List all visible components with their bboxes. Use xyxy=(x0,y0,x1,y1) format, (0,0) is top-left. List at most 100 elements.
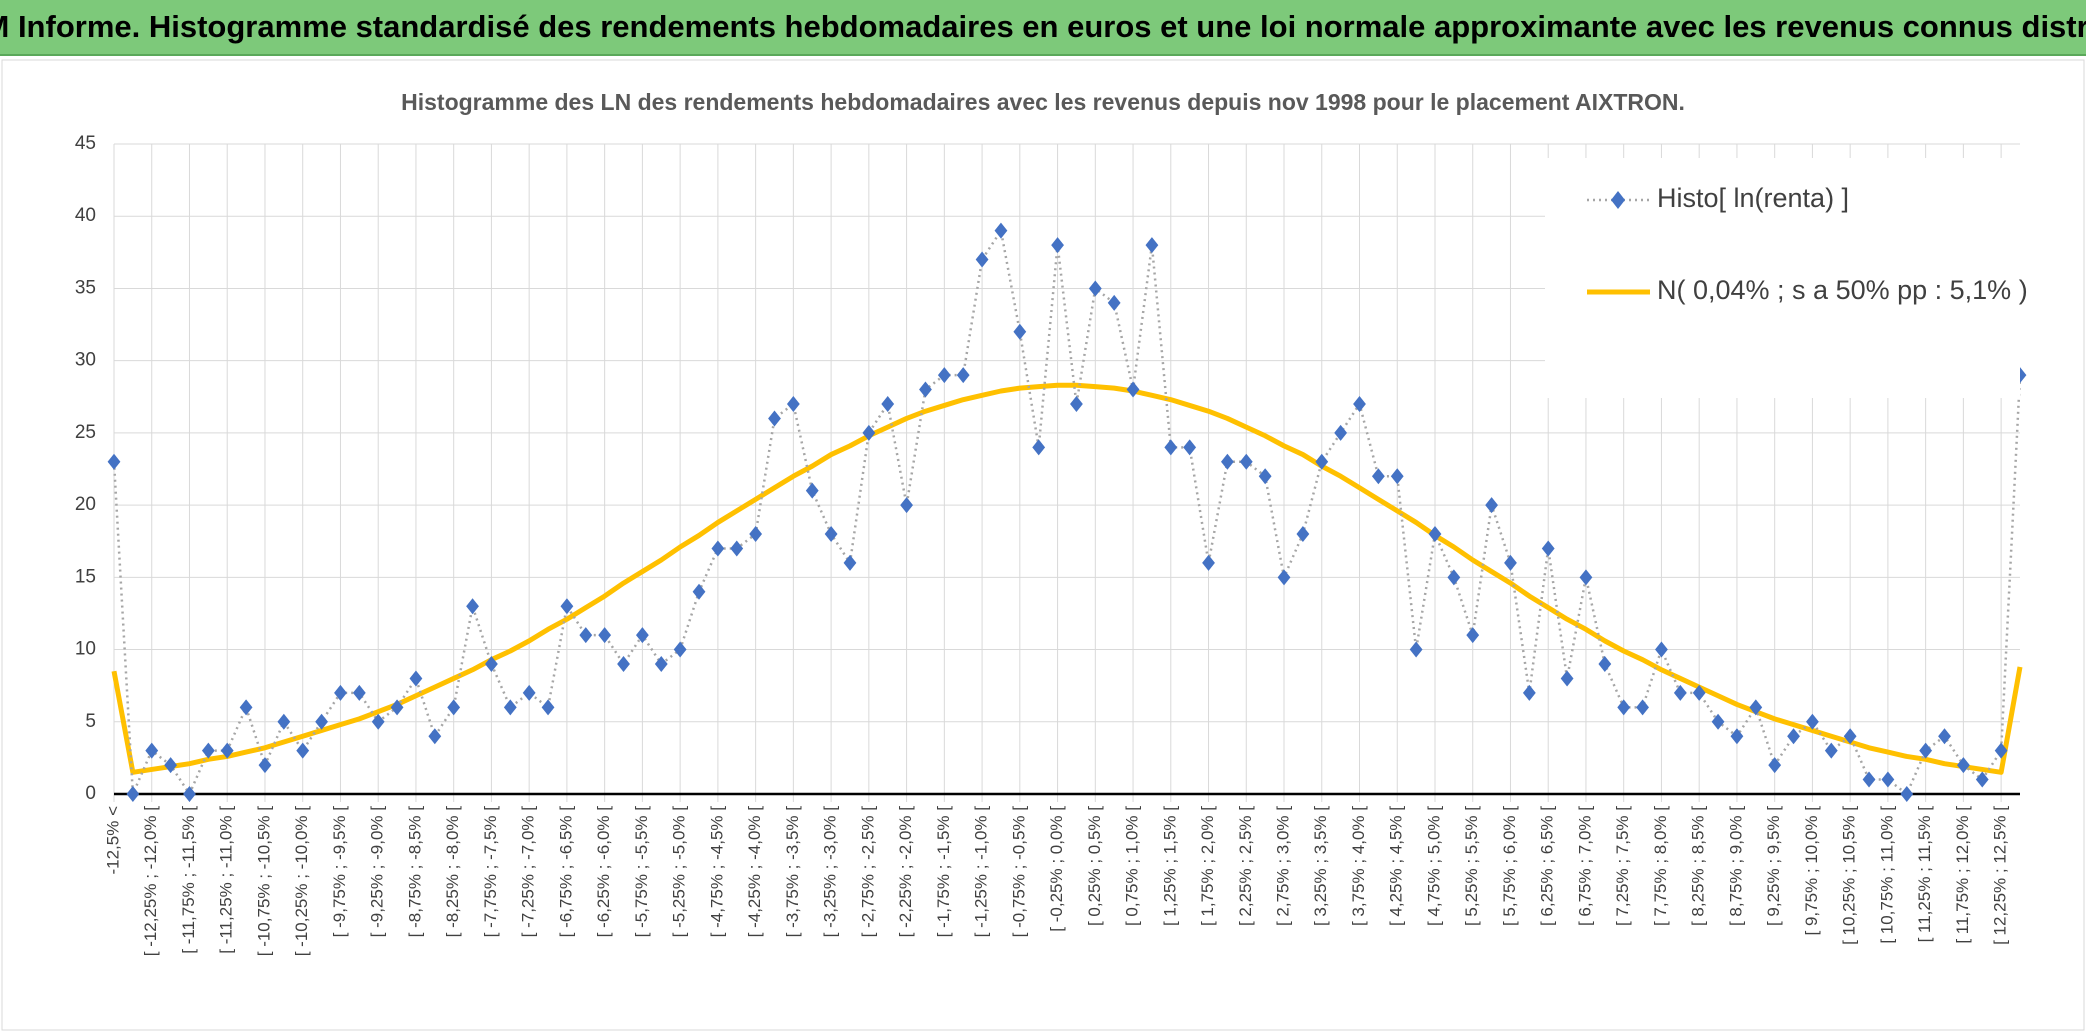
data-point xyxy=(220,742,234,759)
data-point xyxy=(617,656,630,672)
data-point xyxy=(296,742,310,759)
data-point xyxy=(1522,684,1536,701)
data-point xyxy=(334,684,347,701)
data-point xyxy=(673,641,687,658)
x-tick-label: [ -4,25% ; -4,0% [ xyxy=(745,806,764,938)
data-point xyxy=(805,482,819,499)
x-tick-label: [ -6,25% ; -6,0% [ xyxy=(594,806,613,938)
x-tick-label: [ 3,25% ; 3,5% [ xyxy=(1311,806,1330,926)
x-tick-label: [ -7,25% ; -7,0% [ xyxy=(519,806,538,938)
data-point xyxy=(1485,497,1499,514)
x-tick-label: [ -10,75% ; -10,5% [ xyxy=(254,806,273,957)
x-tick-label: [ 8,25% ; 8,5% [ xyxy=(1689,806,1708,926)
data-point xyxy=(1598,656,1612,672)
x-tick-label: [ 7,75% ; 8,0% [ xyxy=(1651,806,1670,926)
legend-box xyxy=(1545,158,2020,398)
x-tick-label: [ -8,75% ; -8,5% [ xyxy=(405,806,424,938)
data-point xyxy=(409,670,423,687)
x-tick-label: [ 1,25% ; 1,5% [ xyxy=(1160,806,1179,926)
data-point xyxy=(994,222,1008,239)
data-point xyxy=(1145,237,1159,254)
data-point xyxy=(1711,713,1725,730)
chart: Histogramme des LN des rendements hebdom… xyxy=(1,59,2085,1031)
data-point xyxy=(1843,728,1857,745)
data-point xyxy=(975,251,989,268)
data-point xyxy=(1296,526,1310,542)
data-point xyxy=(1258,468,1272,485)
data-point xyxy=(1183,439,1197,456)
x-tick-label: [ 5,75% ; 6,0% [ xyxy=(1500,806,1519,926)
data-point xyxy=(937,367,951,384)
x-tick-label: [ -7,75% ; -7,5% [ xyxy=(481,806,500,938)
data-point xyxy=(1334,424,1348,441)
data-point xyxy=(1579,569,1593,586)
chart-title: Histogramme des LN des rendements hebdom… xyxy=(401,89,1685,115)
data-point xyxy=(749,526,763,542)
data-point xyxy=(447,699,461,716)
x-tick-label: [ 2,25% ; 2,5% [ xyxy=(1236,806,1255,926)
data-point xyxy=(1730,728,1744,745)
x-tick-label: [ -4,75% ; -4,5% [ xyxy=(707,806,726,938)
data-point xyxy=(1749,699,1763,716)
x-tick-label: [ 11,75% ; 12,0% [ xyxy=(1953,806,1972,944)
x-tick-label: [ 12,25% ; 12,5% [ xyxy=(1991,806,2010,945)
data-point xyxy=(277,713,291,730)
data-point xyxy=(560,598,574,615)
y-tick-label: 10 xyxy=(75,639,96,660)
x-tick-label: [ -3,75% ; -3,5% [ xyxy=(783,806,802,938)
data-point xyxy=(239,699,253,716)
data-point xyxy=(1013,323,1027,340)
x-tick-label: [ 11,25% ; 11,5% [ xyxy=(1915,806,1934,943)
data-point xyxy=(824,526,838,542)
data-point xyxy=(1466,627,1480,644)
data-point xyxy=(598,627,612,644)
data-point xyxy=(1409,641,1423,658)
x-tick-label: [ 10,25% ; 10,5% [ xyxy=(1840,806,1859,945)
data-point xyxy=(258,757,272,774)
data-point xyxy=(145,742,159,759)
data-point xyxy=(522,684,536,701)
x-tick-label: [ 9,25% ; 9,5% [ xyxy=(1764,806,1783,926)
data-point xyxy=(1315,453,1329,470)
data-point xyxy=(126,786,140,802)
x-tick-label: [ 4,25% ; 4,5% [ xyxy=(1387,806,1406,926)
series-line xyxy=(111,382,2023,775)
x-tick-label: [ -1,75% ; -1,5% [ xyxy=(934,806,953,938)
x-tick-label: [ -0,75% ; -0,5% [ xyxy=(1009,806,1028,938)
x-tick-label: -12,5% < xyxy=(103,806,122,875)
x-tick-label: [ -10,25% ; -10,0% [ xyxy=(292,806,311,957)
x-tick-label: [ -9,75% ; -9,5% [ xyxy=(330,806,349,938)
data-point xyxy=(1806,713,1819,730)
series-line xyxy=(112,229,2022,796)
x-tick-label: [ 2,75% ; 3,0% [ xyxy=(1274,806,1293,926)
data-point xyxy=(1768,757,1782,774)
x-tick-label: [ 8,75% ; 9,0% [ xyxy=(1726,806,1745,926)
data-point xyxy=(1390,468,1404,485)
x-tick-label: [ 10,75% ; 11,0% [ xyxy=(1877,806,1896,944)
y-tick-label: 30 xyxy=(75,350,96,371)
data-point xyxy=(503,699,517,716)
data-point xyxy=(1428,526,1442,542)
page-banner: ADAM Informe. Histogramme standardisé de… xyxy=(0,0,2086,56)
data-point xyxy=(1956,757,1970,774)
data-point xyxy=(1447,569,1461,586)
data-point xyxy=(107,453,121,470)
x-tick-label: [ -11,25% ; -11,0% [ xyxy=(217,806,236,954)
x-tick-label: [ -0,25% ; 0,0% [ xyxy=(1047,806,1066,932)
data-point xyxy=(183,786,196,802)
data-point xyxy=(1994,742,2008,759)
data-point xyxy=(164,757,178,774)
data-point xyxy=(956,367,970,384)
data-point xyxy=(541,699,555,716)
y-tick-label: 20 xyxy=(75,494,96,515)
data-point xyxy=(786,396,800,412)
y-tick-label: 0 xyxy=(85,783,96,804)
x-tick-label: [ 9,75% ; 10,0% [ xyxy=(1802,806,1821,936)
x-tick-label: [ 6,75% ; 7,0% [ xyxy=(1575,806,1594,926)
y-tick-label: 35 xyxy=(75,277,96,298)
x-tick-label: [ 4,75% ; 5,0% [ xyxy=(1424,806,1443,926)
data-point xyxy=(881,396,895,412)
legend-marker xyxy=(1611,191,1625,209)
data-point xyxy=(1655,641,1668,658)
